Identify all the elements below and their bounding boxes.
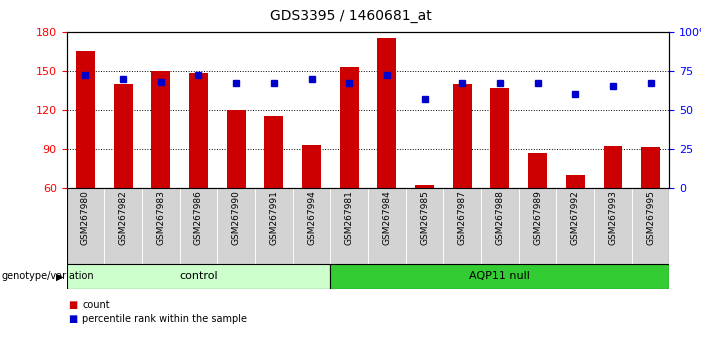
Bar	[226, 110, 245, 188]
Text: ■: ■	[68, 314, 77, 324]
Bar	[151, 71, 170, 188]
Bar	[189, 73, 208, 188]
Bar	[76, 51, 95, 188]
Text: GSM267982: GSM267982	[118, 190, 128, 245]
Text: percentile rank within the sample: percentile rank within the sample	[82, 314, 247, 324]
Bar	[594, 188, 632, 264]
Bar	[302, 145, 321, 188]
Bar	[368, 188, 406, 264]
Text: GSM267988: GSM267988	[496, 190, 505, 245]
Text: GSM267993: GSM267993	[608, 190, 618, 245]
Text: GSM267981: GSM267981	[345, 190, 354, 245]
Text: AQP11 null: AQP11 null	[470, 272, 531, 281]
Text: ■: ■	[68, 300, 77, 310]
Text: count: count	[82, 300, 109, 310]
Bar	[481, 188, 519, 264]
Bar	[340, 67, 359, 188]
Bar	[330, 188, 368, 264]
Bar	[104, 188, 142, 264]
Text: GSM267980: GSM267980	[81, 190, 90, 245]
Bar	[114, 84, 132, 188]
Bar	[377, 38, 396, 188]
Bar	[566, 175, 585, 188]
Text: ▶: ▶	[55, 272, 63, 281]
Bar	[67, 188, 104, 264]
Bar	[217, 188, 255, 264]
Text: GSM267989: GSM267989	[533, 190, 542, 245]
Bar	[255, 188, 293, 264]
Text: GSM267983: GSM267983	[156, 190, 165, 245]
Text: GSM267990: GSM267990	[231, 190, 240, 245]
Bar	[604, 146, 622, 188]
Bar	[293, 188, 330, 264]
Text: GSM267984: GSM267984	[382, 190, 391, 245]
Text: control: control	[179, 272, 218, 281]
Text: GDS3395 / 1460681_at: GDS3395 / 1460681_at	[270, 9, 431, 23]
Bar	[264, 116, 283, 188]
Text: GSM267985: GSM267985	[420, 190, 429, 245]
Bar	[415, 185, 434, 188]
Bar	[453, 84, 472, 188]
Bar	[330, 264, 669, 289]
Text: GSM267991: GSM267991	[269, 190, 278, 245]
Bar	[641, 147, 660, 188]
Text: GSM267994: GSM267994	[307, 190, 316, 245]
Bar	[632, 188, 669, 264]
Bar	[443, 188, 481, 264]
Text: genotype/variation: genotype/variation	[1, 272, 94, 281]
Bar	[519, 188, 557, 264]
Text: GSM267995: GSM267995	[646, 190, 655, 245]
Text: GSM267987: GSM267987	[458, 190, 467, 245]
Bar	[406, 188, 443, 264]
Bar	[142, 188, 179, 264]
Text: GSM267986: GSM267986	[194, 190, 203, 245]
Bar	[179, 188, 217, 264]
Bar	[67, 264, 330, 289]
Text: GSM267992: GSM267992	[571, 190, 580, 245]
Bar	[528, 153, 547, 188]
Bar	[557, 188, 594, 264]
Bar	[491, 88, 510, 188]
